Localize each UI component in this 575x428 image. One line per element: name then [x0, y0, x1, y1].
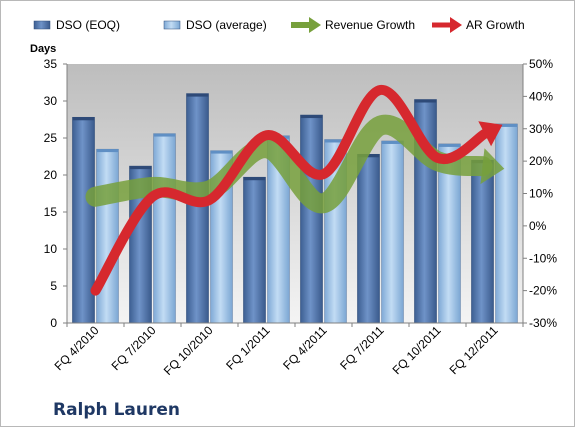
- y2-tick-label-6: 30%: [529, 122, 553, 136]
- x-tick-label-7: FQ 12/2011: [447, 323, 501, 377]
- y2-tick-label-3: 0%: [529, 219, 547, 233]
- bar-top-dso-average-2: [210, 150, 233, 154]
- legend: DSO (EOQ) DSO (average) Revenue Growth AR G…: [33, 17, 525, 33]
- x-tick-label-2: FQ 10/2010: [161, 323, 216, 378]
- y-tick-label-2: 10: [44, 242, 58, 256]
- y2-tick-label-4: 10%: [529, 187, 553, 201]
- lines-layer: [85, 84, 505, 296]
- bar-dso-average-5: [381, 140, 404, 324]
- y-axis-title: Days: [30, 43, 56, 55]
- bar-dso-average-7: [495, 123, 518, 324]
- x-tick-label-0: FQ 4/2010: [52, 323, 102, 373]
- y2-tick-label-2: -10%: [529, 251, 557, 265]
- bar-dso-eoq-2: [186, 93, 209, 324]
- bar-top-dso-eoq-2: [186, 93, 209, 97]
- bar-top-dso-average-0: [96, 149, 119, 153]
- legend-swatch-dso-eoq: [33, 20, 51, 30]
- y-tick-label-4: 20: [44, 168, 58, 182]
- y-tick-label-3: 15: [44, 205, 58, 219]
- bar-top-dso-average-5: [381, 140, 404, 144]
- bar-top-dso-eoq-1: [129, 166, 152, 170]
- legend-label-revenue-growth: Revenue Growth: [325, 18, 415, 32]
- x-tick-label-1: FQ 7/2010: [109, 323, 159, 373]
- legend-label-dso-average: DSO (average): [186, 18, 267, 32]
- x-tick-label-4: FQ 4/2011: [280, 323, 330, 373]
- y2-tick-label-7: 40%: [529, 89, 553, 103]
- y2-tick-label-5: 20%: [529, 154, 553, 168]
- y-tick-label-6: 30: [44, 94, 58, 108]
- legend-label-ar-growth: AR Growth: [466, 18, 525, 32]
- legend-label-dso-eoq: DSO (EOQ): [56, 18, 120, 32]
- bar-dso-eoq-7: [471, 159, 494, 324]
- bar-top-dso-eoq-3: [243, 177, 266, 181]
- legend-swatch-dso-average: [163, 20, 181, 30]
- line-ar-growth: [90, 84, 490, 296]
- y-tick-label-5: 25: [44, 131, 58, 145]
- bar-dso-eoq-3: [243, 176, 266, 324]
- bar-top-dso-eoq-0: [72, 117, 95, 121]
- x-tick-label-6: FQ 10/2011: [390, 323, 444, 377]
- bar-top-dso-average-4: [324, 139, 347, 143]
- bar-dso-eoq-5: [357, 153, 380, 324]
- y2-tick-label-8: 50%: [529, 57, 553, 71]
- bar-dso-average-0: [96, 148, 119, 324]
- legend-swatch-ar-growth: [432, 17, 462, 33]
- legend-swatch-revenue-growth: [291, 17, 321, 33]
- company-name: Ralph Lauren: [53, 400, 181, 420]
- bar-top-dso-average-7: [495, 123, 518, 127]
- y2-tick-label-1: -20%: [529, 284, 557, 298]
- x-tick-label-3: FQ 1/2011: [223, 323, 273, 373]
- bar-top-dso-eoq-6: [414, 99, 437, 103]
- y-tick-label-0: 0: [50, 316, 57, 330]
- arrowhead-ar-growth: [478, 121, 503, 147]
- arrowhead-revenue-growth: [480, 148, 505, 185]
- y-tick-label-1: 5: [50, 279, 57, 293]
- bar-dso-eoq-4: [300, 114, 323, 324]
- bar-top-dso-average-6: [438, 143, 461, 147]
- bar-top-dso-average-1: [153, 133, 176, 137]
- bar-dso-average-1: [153, 133, 176, 324]
- y2-tick-label-0: -30%: [529, 316, 557, 330]
- y-tick-label-7: 35: [44, 57, 58, 71]
- bar-top-dso-eoq-4: [300, 115, 323, 119]
- x-tick-label-5: FQ 7/2011: [337, 323, 387, 373]
